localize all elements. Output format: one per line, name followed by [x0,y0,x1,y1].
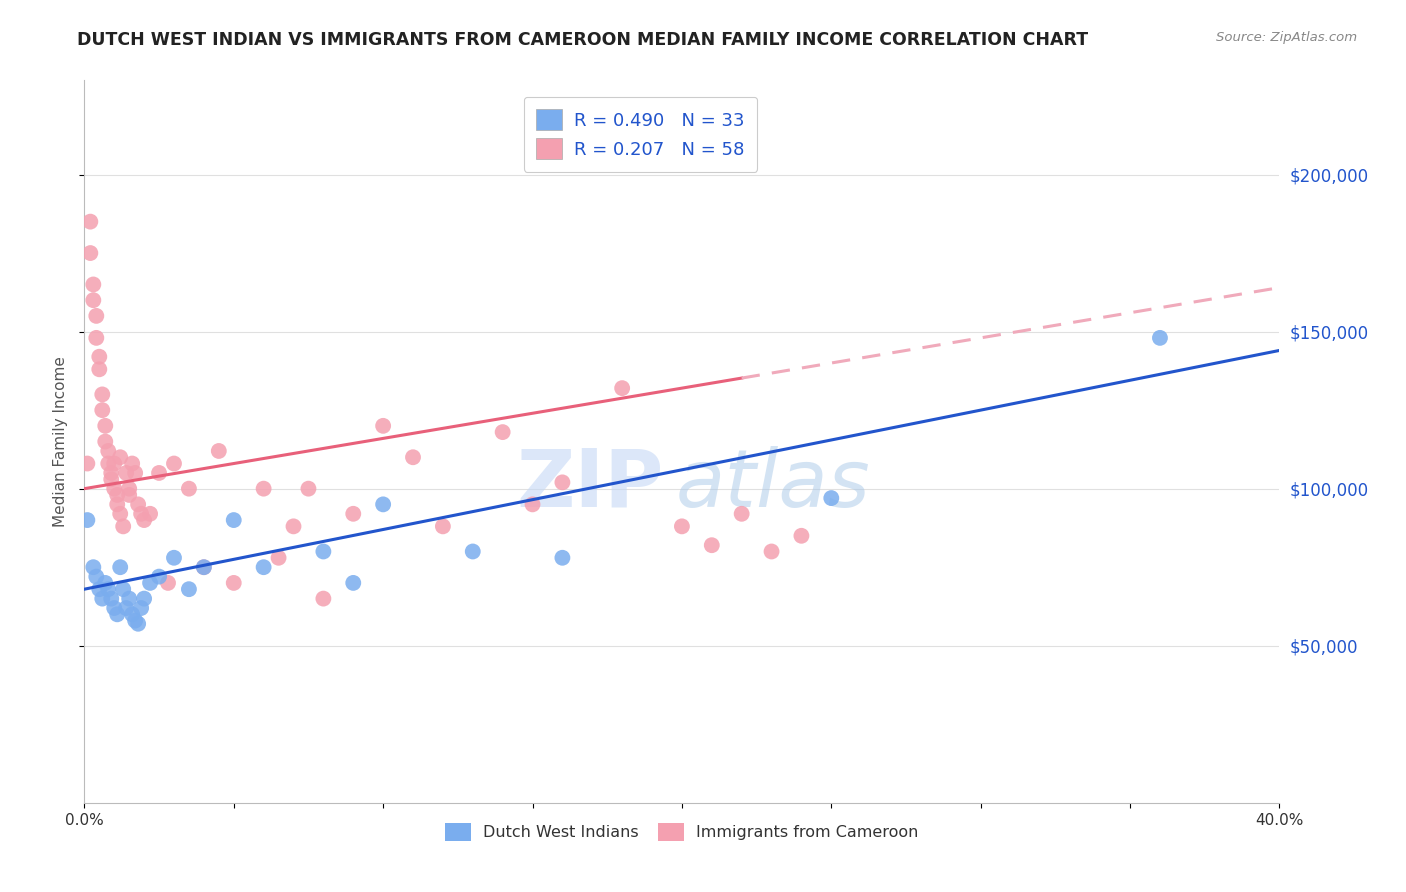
Point [79,214,101,228]
Point [121,457,143,471]
Point [132,513,156,527]
Point [820,491,842,505]
Point [208,444,231,458]
Point [402,450,425,465]
Point [91,591,114,606]
Point [671,519,693,533]
Point [91,403,114,417]
Point [139,575,162,590]
Point [124,466,146,480]
Point [222,575,245,590]
Point [100,472,122,486]
Point [124,614,146,628]
Text: ZIP: ZIP [517,446,664,524]
Text: Source: ZipAtlas.com: Source: ZipAtlas.com [1216,31,1357,45]
Point [115,601,138,615]
Point [342,575,364,590]
Point [121,607,143,622]
Point [97,582,120,597]
Point [110,507,132,521]
Point [700,538,723,552]
Point [103,601,125,615]
Point [163,550,186,565]
Point [79,246,101,260]
Point [105,497,128,511]
Point [127,497,149,511]
Point [100,466,122,480]
Point [86,569,108,583]
Text: atlas: atlas [676,446,870,524]
Point [86,309,108,323]
Point [115,466,138,480]
Point [312,591,335,606]
Point [373,418,395,433]
Point [127,616,149,631]
Point [86,331,108,345]
Point [193,560,215,574]
Point [139,507,162,521]
Point [82,277,104,292]
Point [105,607,128,622]
Point [297,482,319,496]
Point [267,550,290,565]
Point [97,457,120,471]
Point [118,488,141,502]
Point [118,482,141,496]
Point [82,560,104,574]
Point [112,582,135,597]
Point [94,434,117,449]
Point [110,560,132,574]
Point [118,591,141,606]
Point [432,519,454,533]
Point [132,591,156,606]
Point [91,387,114,401]
Point [103,457,125,471]
Point [148,466,170,480]
Point [522,497,544,511]
Point [492,425,515,439]
Point [373,497,395,511]
Point [76,513,98,527]
Point [110,450,132,465]
Point [94,418,117,433]
Point [82,293,104,308]
Point [193,560,215,574]
Point [105,488,128,502]
Point [253,482,276,496]
Point [163,457,186,471]
Point [129,507,152,521]
Point [342,507,364,521]
Point [89,362,111,376]
Y-axis label: Median Family Income: Median Family Income [53,356,69,527]
Point [157,575,180,590]
Point [177,582,200,597]
Point [89,350,111,364]
Point [312,544,335,558]
Point [112,519,135,533]
Point [1149,331,1171,345]
Point [89,582,111,597]
Point [177,482,200,496]
Point [76,457,98,471]
Legend: Dutch West Indians, Immigrants from Cameroon: Dutch West Indians, Immigrants from Came… [437,814,927,849]
Text: DUTCH WEST INDIAN VS IMMIGRANTS FROM CAMEROON MEDIAN FAMILY INCOME CORRELATION C: DUTCH WEST INDIAN VS IMMIGRANTS FROM CAM… [77,31,1088,49]
Point [103,482,125,496]
Point [148,569,170,583]
Point [731,507,754,521]
Point [461,544,484,558]
Point [612,381,634,395]
Point [283,519,305,533]
Point [100,591,122,606]
Point [551,550,574,565]
Point [551,475,574,490]
Point [97,444,120,458]
Point [94,575,117,590]
Point [790,529,813,543]
Point [222,513,245,527]
Point [253,560,276,574]
Point [761,544,783,558]
Point [129,601,152,615]
